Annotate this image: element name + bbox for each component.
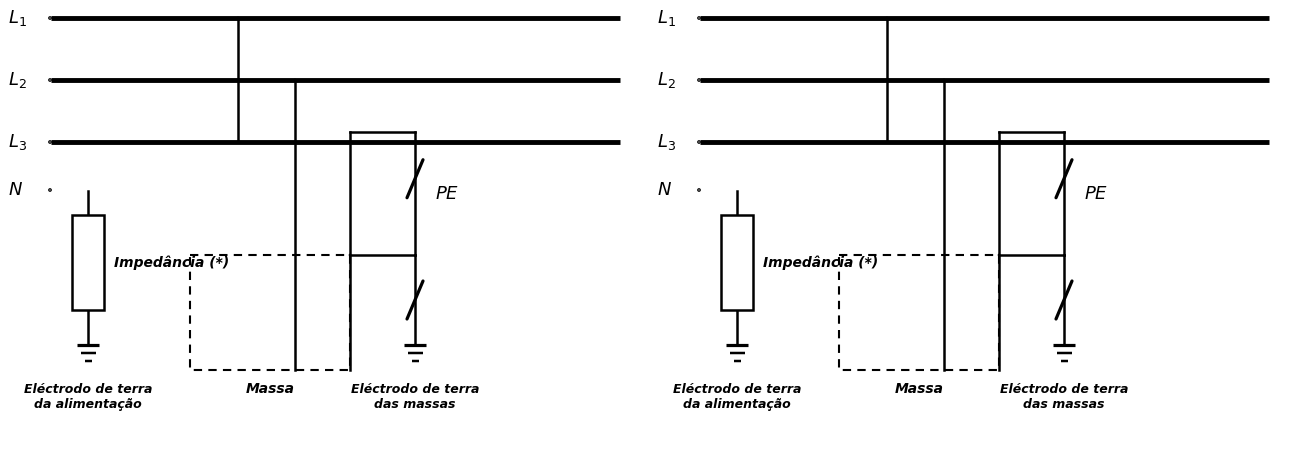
Text: $\mathit{PE}$: $\mathit{PE}$ <box>1084 185 1108 202</box>
Text: Eléctrodo de terra
das massas: Eléctrodo de terra das massas <box>999 383 1128 411</box>
Text: $L_3$: $L_3$ <box>8 132 27 152</box>
Text: Eléctrodo de terra
das massas: Eléctrodo de terra das massas <box>350 383 479 411</box>
Bar <box>71 215 104 310</box>
Circle shape <box>944 141 945 143</box>
Circle shape <box>998 254 999 256</box>
Text: $N$: $N$ <box>8 181 23 199</box>
Text: Massa: Massa <box>894 382 944 396</box>
Text: $N$: $N$ <box>657 181 672 199</box>
Circle shape <box>238 17 239 19</box>
Text: Massa: Massa <box>245 382 295 396</box>
Text: $L_3$: $L_3$ <box>657 132 676 152</box>
Bar <box>839 255 999 370</box>
Text: Impedância (*): Impedância (*) <box>114 255 230 270</box>
Text: Eléctrodo de terra
da alimentação: Eléctrodo de terra da alimentação <box>23 383 152 411</box>
Text: $L_2$: $L_2$ <box>657 70 676 90</box>
Text: Impedância (*): Impedância (*) <box>763 255 879 270</box>
Bar <box>190 255 350 370</box>
Bar <box>720 215 753 310</box>
Circle shape <box>349 254 350 256</box>
Text: $L_2$: $L_2$ <box>8 70 27 90</box>
Text: $\mathit{PE}$: $\mathit{PE}$ <box>435 185 459 202</box>
Text: $L_1$: $L_1$ <box>8 8 27 28</box>
Text: Eléctrodo de terra
da alimentação: Eléctrodo de terra da alimentação <box>672 383 801 411</box>
Circle shape <box>887 17 888 19</box>
Circle shape <box>295 141 296 143</box>
Text: $L_1$: $L_1$ <box>657 8 676 28</box>
